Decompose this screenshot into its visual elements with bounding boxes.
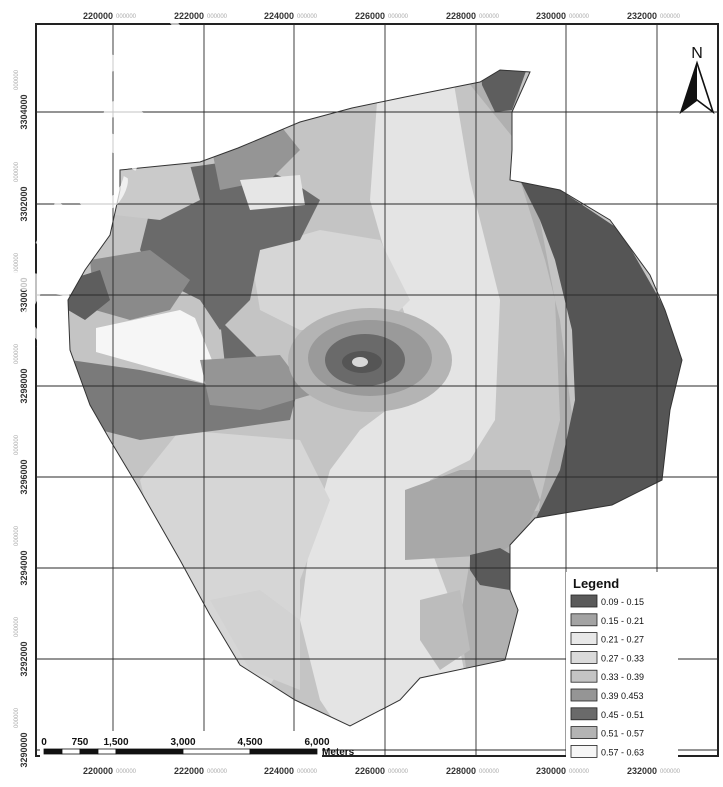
- legend-swatch: [570, 651, 598, 664]
- north-label: N: [691, 45, 703, 62]
- x-tick-suffix: 000000: [207, 769, 228, 775]
- scale-unit: Meters: [322, 747, 355, 758]
- x-tick-suffix: 000000: [660, 769, 681, 775]
- x-tick-suffix: 000000: [297, 14, 318, 20]
- x-tick-label: 222000: [174, 11, 204, 21]
- y-tick-label: 3298000: [19, 368, 29, 403]
- x-tick-suffix: 000000: [207, 14, 228, 20]
- y-tick-label: 3296000: [19, 459, 29, 494]
- x-axis-top: 220000 222000 224000 226000 228000 23000…: [83, 11, 681, 21]
- x-tick-suffix: 000000: [116, 14, 137, 20]
- x-tick-suffix: 000000: [116, 769, 137, 775]
- legend: Legend 0.09 - 0.15 0.15 - 0.21 0.21 - 0.27…: [566, 572, 678, 760]
- x-tick-label: 224000: [264, 11, 294, 21]
- y-tick-suffix: 000000: [14, 434, 20, 455]
- legend-label: 0.27 - 0.33: [601, 653, 644, 663]
- x-tick-label: 228000: [446, 766, 476, 776]
- y-tick-suffix: 000000: [14, 69, 20, 90]
- x-tick-suffix: 000000: [569, 769, 590, 775]
- scale-segment: [79, 748, 99, 755]
- legend-label: 0.33 - 0.39: [601, 672, 644, 682]
- zone-0.09-0.15: [515, 170, 682, 520]
- x-tick-suffix: 000000: [660, 14, 681, 20]
- legend-swatch: [570, 745, 598, 758]
- x-tick-suffix: 000000: [297, 769, 318, 775]
- legend-swatch: [570, 669, 598, 683]
- x-axis-bottom: 220000 222000 224000 226000 228000 23000…: [83, 766, 681, 776]
- legend-swatch: [570, 594, 598, 608]
- legend-swatch: [570, 726, 598, 739]
- y-tick-suffix: 000000: [14, 252, 20, 273]
- legend-label: 0.39 0.453: [601, 691, 644, 701]
- legend-label: 0.45 - 0.51: [601, 710, 644, 720]
- scale-label: 0: [41, 737, 47, 748]
- scale-label: 1,500: [103, 737, 128, 748]
- y-axis-left: 3304000 3302000 3300000 3298000 3296000 …: [14, 69, 29, 767]
- x-tick-suffix: 000000: [479, 14, 500, 20]
- scale-label: 3,000: [170, 737, 195, 748]
- scale-label: 4,500: [237, 737, 262, 748]
- x-tick-suffix: 000000: [569, 14, 590, 20]
- legend-swatch: [570, 632, 598, 645]
- scale-segment: [249, 748, 318, 755]
- x-tick-label: 226000: [355, 766, 385, 776]
- scale-segment: [97, 748, 117, 755]
- x-tick-label: 230000: [536, 11, 566, 21]
- x-tick-suffix: 000000: [479, 769, 500, 775]
- legend-title: Legend: [573, 576, 619, 591]
- legend-label: 0.57 - 0.63: [601, 747, 644, 757]
- y-tick-label: 3290000: [19, 732, 29, 767]
- y-tick-label: 3302000: [19, 186, 29, 221]
- x-tick-label: 224000: [264, 766, 294, 776]
- scale-label: 750: [72, 737, 89, 748]
- scale-segment: [43, 748, 63, 755]
- legend-label: 0.51 - 0.57: [601, 729, 644, 739]
- legend-swatch: [570, 688, 598, 702]
- scale-segment: [182, 748, 251, 755]
- y-tick-label: 3304000: [19, 94, 29, 129]
- legend-label: 0.15 - 0.21: [601, 616, 644, 626]
- y-tick-suffix: 000000: [14, 161, 20, 182]
- y-tick-label: 3294000: [19, 550, 29, 585]
- y-tick-label: 3292000: [19, 641, 29, 676]
- zone-0.21-0.27: [300, 70, 500, 726]
- y-tick-suffix: 000000: [14, 343, 20, 364]
- y-tick-suffix: 000000: [14, 616, 20, 637]
- x-tick-label: 220000: [83, 11, 113, 21]
- scale-segment: [115, 748, 184, 755]
- x-tick-label: 222000: [174, 766, 204, 776]
- x-tick-label: 232000: [627, 766, 657, 776]
- zone-0.57-0.63: [96, 310, 220, 385]
- scale-segment: [61, 748, 81, 755]
- x-tick-suffix: 000000: [388, 14, 409, 20]
- y-tick-suffix: 000000: [14, 707, 20, 728]
- legend-label: 0.09 - 0.15: [601, 597, 644, 607]
- study-boundary: [67, 69, 683, 727]
- legend-swatch: [570, 613, 598, 627]
- x-tick-label: 220000: [83, 766, 113, 776]
- x-tick-suffix: 000000: [388, 769, 409, 775]
- north-arrow: N: [679, 45, 715, 115]
- x-tick-label: 232000: [627, 11, 657, 21]
- legend-label: 0.21 - 0.27: [601, 635, 644, 645]
- legend-swatch: [570, 707, 598, 721]
- scale-bar: 0 750 1,500 3,000 4,500 6,000 Meters: [40, 731, 355, 759]
- y-tick-label: 3300000: [19, 277, 29, 312]
- x-tick-label: 230000: [536, 766, 566, 776]
- y-tick-suffix: 000000: [14, 525, 20, 546]
- x-tick-label: 228000: [446, 11, 476, 21]
- x-tick-label: 226000: [355, 11, 385, 21]
- scale-label: 6,000: [304, 737, 329, 748]
